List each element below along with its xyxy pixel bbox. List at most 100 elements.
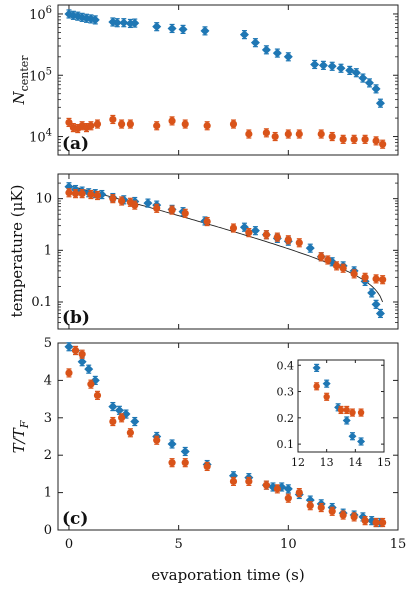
- data-point-circle: [65, 369, 73, 377]
- data-point-diamond: [371, 299, 381, 309]
- data-point-circle: [181, 209, 189, 217]
- panel-a-frame: [57, 4, 399, 156]
- data-point-diamond: [250, 226, 260, 236]
- data-point-circle: [65, 189, 73, 197]
- data-point-circle: [181, 120, 189, 128]
- data-point-circle: [109, 115, 117, 124]
- panel-a-ylabel-sub: center: [18, 55, 31, 92]
- data-point-circle: [379, 276, 387, 284]
- panel-b-frame: [57, 173, 399, 330]
- data-point-circle: [78, 350, 86, 358]
- data-point-circle: [245, 477, 253, 485]
- data-point-diamond: [130, 417, 140, 427]
- panel-a-ticks: [58, 5, 399, 156]
- y-tick-exponent: 6: [46, 5, 52, 16]
- x-tick-label: 12: [291, 456, 305, 469]
- fit-curve: [68, 185, 384, 303]
- data-point-diamond: [327, 61, 337, 71]
- data-point-diamond: [336, 63, 346, 73]
- data-point-circle: [273, 485, 281, 493]
- y-tick-label: 1: [44, 243, 52, 258]
- panel-b-ytick-labels: 0.1 1 10: [31, 192, 52, 310]
- data-point-diamond: [119, 18, 129, 28]
- data-point-circle: [379, 140, 387, 148]
- data-point-diamond: [312, 363, 321, 372]
- data-point-diamond: [358, 73, 368, 83]
- data-point-circle: [271, 132, 279, 141]
- data-point-circle: [295, 130, 303, 138]
- x-tick-label: 14: [348, 456, 362, 469]
- data-point-diamond: [357, 437, 366, 446]
- data-point-circle: [153, 436, 161, 444]
- data-point-circle: [229, 120, 238, 128]
- panel-c-ytick-labels: 0 1 2 3 4 5: [44, 336, 52, 538]
- data-point-diamond: [371, 84, 381, 94]
- data-point-circle: [93, 120, 102, 128]
- data-point-circle: [372, 137, 380, 145]
- data-point-diamond: [239, 222, 249, 232]
- data-point-circle: [284, 130, 292, 138]
- data-point-circle: [262, 231, 270, 239]
- data-point-diamond: [228, 471, 238, 481]
- y-tick-base: 10: [29, 8, 46, 23]
- panel-b-fit: [68, 185, 384, 303]
- data-point-circle: [118, 414, 126, 422]
- y-tick-label: 4: [44, 373, 52, 388]
- panel-c-frame: [57, 342, 399, 531]
- data-point-circle: [168, 117, 176, 125]
- data-point-diamond: [367, 288, 377, 298]
- data-point-circle: [350, 135, 358, 143]
- data-point-circle: [71, 346, 80, 355]
- data-point-diamond: [348, 432, 357, 441]
- y-tick-label: 0.1: [31, 295, 52, 310]
- data-point-circle: [131, 201, 139, 209]
- data-point-circle: [109, 417, 117, 426]
- data-point-diamond: [200, 26, 210, 36]
- x-tick-label: 0: [65, 537, 73, 552]
- data-point-circle: [153, 122, 161, 130]
- panel-c-ylabel-sub: F: [18, 420, 31, 429]
- data-point-circle: [379, 518, 387, 527]
- data-point-circle: [168, 206, 176, 214]
- data-point-circle: [350, 513, 358, 521]
- data-point-circle: [229, 224, 238, 232]
- data-point-diamond: [283, 52, 293, 62]
- data-point-circle: [339, 511, 347, 519]
- inset-ytick-labels: 0.1 0.2 0.3 0.4: [277, 359, 295, 451]
- panel-b-data: [64, 182, 387, 319]
- data-point-circle: [273, 233, 281, 241]
- panel-b-ticks: [58, 173, 399, 330]
- data-point-diamond: [167, 23, 177, 33]
- data-point-circle: [203, 122, 211, 130]
- panel-c-xtick-labels: 0 5 10 15: [65, 537, 406, 552]
- data-point-circle: [332, 262, 341, 270]
- panel-c-label: (c): [62, 509, 88, 529]
- data-point-diamond: [310, 59, 320, 69]
- data-point-circle: [328, 507, 336, 515]
- data-point-diamond: [180, 446, 190, 456]
- data-point-diamond: [283, 484, 293, 494]
- panel-c-inset: 0.1 0.2 0.3 0.4 12 13 14 15: [270, 357, 391, 469]
- data-point-circle: [229, 477, 238, 485]
- panel-b-ylabel: temperature (μK): [8, 185, 26, 318]
- x-axis-label: evaporation time (s): [151, 566, 304, 584]
- panel-a-ylabel: Ncenter: [10, 55, 31, 106]
- data-point-circle: [372, 275, 380, 283]
- data-point-diamond: [305, 495, 315, 505]
- data-point-diamond: [90, 15, 100, 25]
- y-tick-label: 0: [44, 523, 52, 538]
- data-point-diamond: [167, 439, 177, 449]
- inset-xtick-labels: 12 13 14 15: [291, 456, 391, 469]
- data-point-diamond: [250, 38, 260, 48]
- data-point-circle: [313, 383, 320, 390]
- data-point-circle: [324, 256, 332, 264]
- data-point-circle: [87, 190, 95, 199]
- data-point-diamond: [152, 22, 162, 32]
- data-point-circle: [126, 429, 134, 437]
- data-point-circle: [126, 120, 134, 128]
- data-point-circle: [372, 518, 380, 527]
- data-point-diamond: [84, 364, 94, 374]
